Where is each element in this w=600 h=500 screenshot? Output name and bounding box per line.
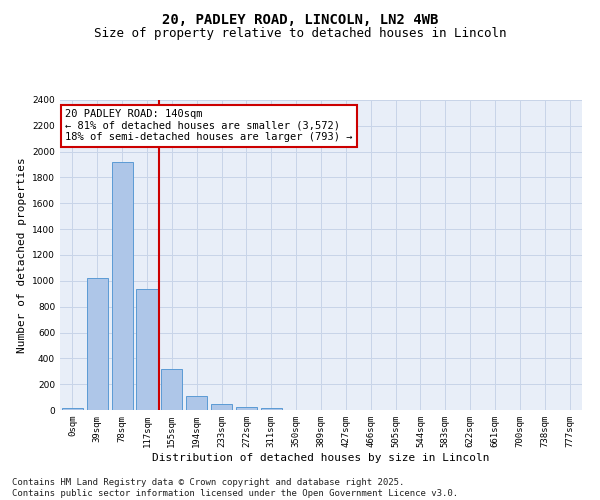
Bar [112,162,133,410]
Bar [136,289,158,410]
Bar [87,278,108,410]
Bar [236,407,257,410]
Bar [261,408,282,410]
Text: Size of property relative to detached houses in Lincoln: Size of property relative to detached ho… [94,28,506,40]
Y-axis label: Number of detached properties: Number of detached properties [17,157,26,353]
Text: Contains HM Land Registry data © Crown copyright and database right 2025.
Contai: Contains HM Land Registry data © Crown c… [12,478,458,498]
Bar [186,396,207,410]
Bar [161,370,182,410]
Bar [211,404,232,410]
Bar [62,408,83,410]
Text: 20 PADLEY ROAD: 140sqm
← 81% of detached houses are smaller (3,572)
18% of semi-: 20 PADLEY ROAD: 140sqm ← 81% of detached… [65,110,353,142]
X-axis label: Distribution of detached houses by size in Lincoln: Distribution of detached houses by size … [152,452,490,462]
Text: 20, PADLEY ROAD, LINCOLN, LN2 4WB: 20, PADLEY ROAD, LINCOLN, LN2 4WB [162,12,438,26]
